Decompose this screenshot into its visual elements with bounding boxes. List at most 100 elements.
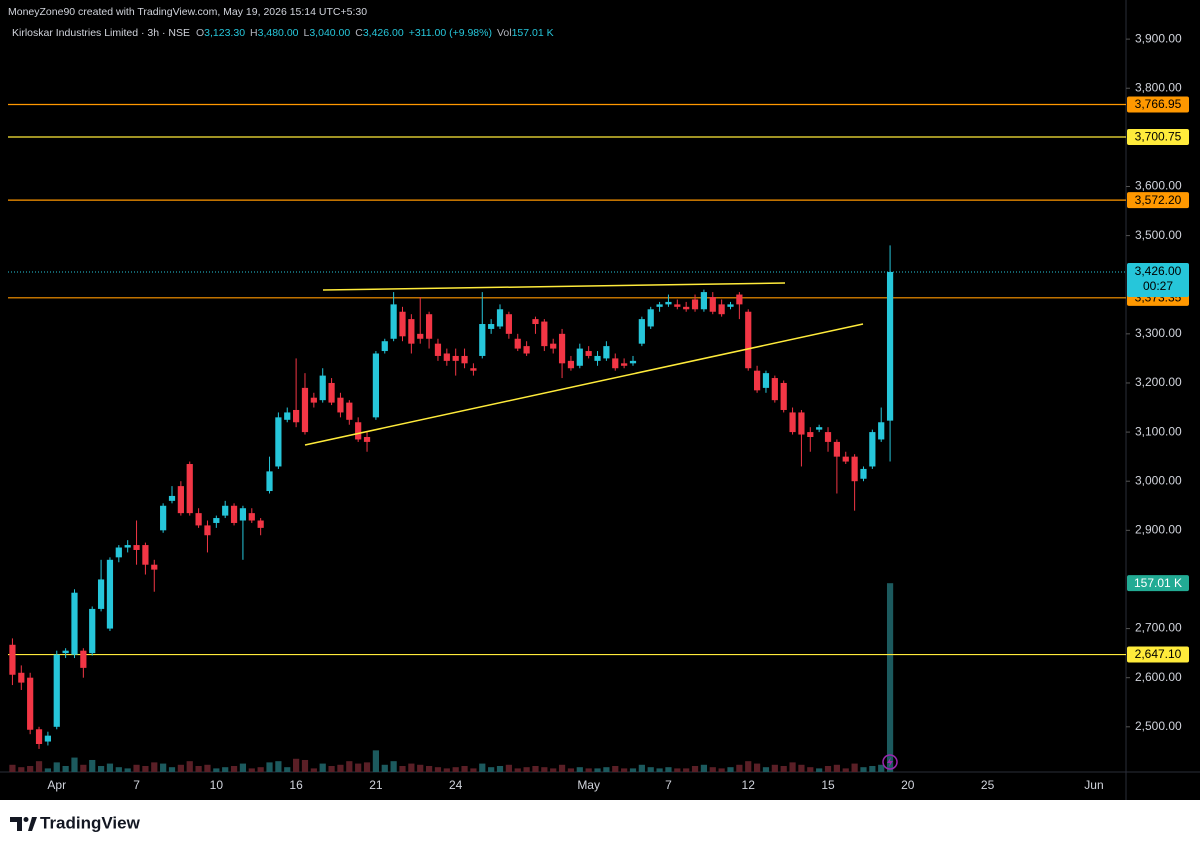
candle-body — [621, 363, 628, 366]
candle-body — [346, 402, 353, 420]
candle-body — [780, 382, 787, 410]
x-tick-label: 16 — [289, 778, 303, 792]
legend-key: O — [196, 27, 204, 39]
candle-body — [239, 508, 247, 521]
volume-bar — [434, 767, 442, 772]
price-badge-label: 3,766.95 — [1135, 97, 1182, 111]
volume-bar — [408, 763, 415, 772]
alert-circle[interactable] — [882, 754, 898, 770]
y-tick-label: 2,600.00 — [1135, 670, 1182, 684]
volume-bar — [878, 764, 885, 772]
candle-body — [80, 650, 87, 668]
candle-body — [718, 304, 725, 315]
volume-bar — [807, 767, 814, 772]
candle-body — [736, 294, 743, 305]
legend-change: +311.00 (+9.98%) — [409, 27, 492, 39]
x-tick-label: Apr — [47, 778, 66, 792]
volume-bar — [230, 765, 238, 772]
volume-bar — [443, 768, 450, 772]
volume-bar — [346, 761, 353, 772]
legend-key: H — [250, 27, 258, 39]
candle-body — [771, 378, 778, 401]
legend-key: Vol — [497, 27, 512, 39]
candle-body — [310, 397, 317, 403]
volume-bar — [151, 762, 158, 772]
last-price-label: 3,426.00 — [1135, 264, 1182, 278]
candle-body — [186, 464, 193, 514]
candle-body — [328, 382, 335, 403]
candle-body — [434, 343, 442, 356]
volume-bar — [186, 761, 193, 772]
candle-body — [753, 370, 761, 391]
logo-mark — [28, 817, 37, 831]
candle-body — [381, 341, 388, 352]
volume-bar — [523, 767, 530, 772]
volume-bar — [363, 762, 371, 772]
volume-bar — [160, 763, 167, 772]
price-badge — [1127, 96, 1189, 113]
y-tick-label: 3,100.00 — [1135, 424, 1182, 438]
candle-body — [390, 304, 397, 339]
volume-bar — [337, 764, 344, 772]
volume-bar — [372, 750, 380, 772]
candle-body — [177, 486, 184, 514]
candle-body — [106, 559, 114, 629]
candle-body — [886, 271, 894, 421]
x-tick-label: 15 — [821, 778, 835, 792]
candle-body — [869, 432, 876, 467]
volume-bar — [656, 768, 663, 772]
price-badge-label: 3,700.75 — [1135, 130, 1182, 144]
volume-bar — [390, 761, 397, 772]
volume-bar — [71, 757, 78, 772]
y-tick-label: 3,300.00 — [1135, 326, 1182, 340]
candle-body — [496, 309, 504, 327]
alert-bolt[interactable] — [887, 757, 893, 767]
volume-bar — [647, 767, 654, 772]
volume-bar — [142, 765, 149, 772]
candle-body — [124, 545, 131, 548]
candle-body — [230, 505, 238, 523]
volume-bar — [62, 765, 69, 772]
volume-bar — [762, 767, 770, 772]
y-tick-label: 3,800.00 — [1135, 80, 1182, 94]
candle-body — [248, 513, 255, 521]
volume-bar — [248, 768, 255, 772]
volume-bar — [177, 764, 184, 772]
candle-body — [142, 545, 149, 565]
candle-body — [745, 311, 752, 369]
volume-bar — [319, 763, 326, 772]
volume-bar — [399, 765, 406, 772]
volume-bar — [612, 765, 619, 772]
candle-body — [842, 456, 849, 462]
price-badge — [1127, 192, 1189, 209]
legend-value: 3,040.00 — [309, 27, 350, 39]
volume-bar — [514, 768, 521, 772]
candle-body — [833, 441, 840, 457]
legend-value: 157.01 K — [512, 27, 554, 39]
volume-bar — [700, 764, 708, 772]
x-tick-label: 7 — [665, 778, 672, 792]
legend-value: 3,426.00 — [363, 27, 404, 39]
candle-body — [9, 644, 16, 675]
volume-bar — [727, 767, 734, 772]
alert-icon[interactable] — [882, 754, 898, 770]
brand: TradingView — [40, 813, 141, 832]
y-tick-label: 3,500.00 — [1135, 228, 1182, 242]
candle-body — [408, 319, 415, 344]
candle-body — [425, 314, 433, 339]
volume-bar — [488, 767, 495, 772]
candle-body — [612, 358, 619, 369]
volume-badge-label: 157.01 K — [1134, 576, 1182, 590]
candle-body — [541, 321, 548, 347]
volume-bar — [789, 762, 796, 772]
y-tick-label: 2,900.00 — [1135, 522, 1182, 536]
candle-body — [683, 306, 690, 310]
volume-bar — [204, 764, 211, 772]
candle-body — [44, 735, 51, 742]
volume-bar — [541, 767, 548, 772]
last-price-badge — [1127, 262, 1189, 297]
logo-mark — [23, 817, 29, 822]
volume-bar — [505, 764, 512, 772]
candle-body — [550, 343, 557, 349]
